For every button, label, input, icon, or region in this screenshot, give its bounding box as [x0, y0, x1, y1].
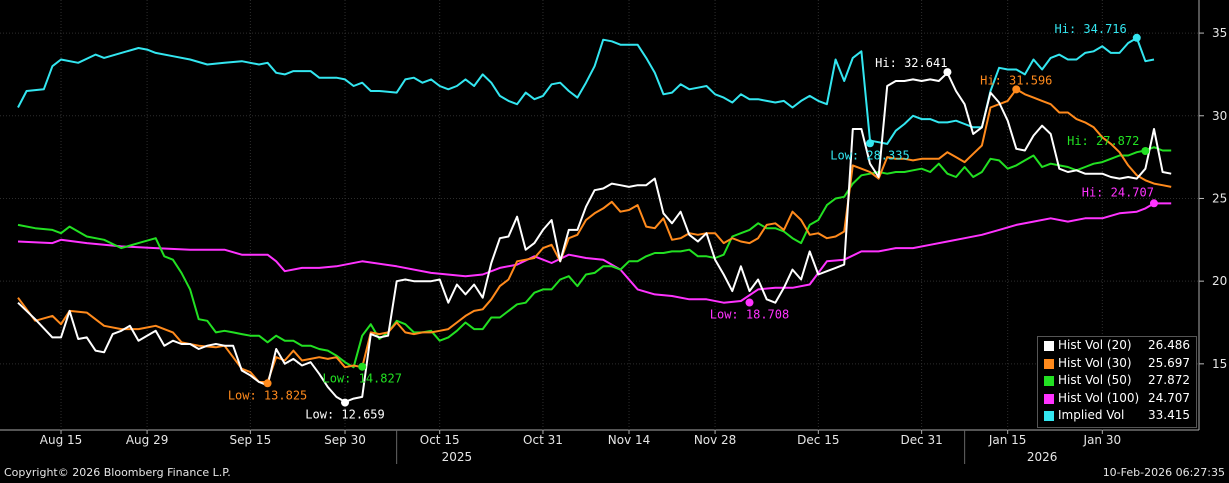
y-tick-label-25: 25 [1212, 191, 1227, 205]
chart-legend: Hist Vol (20) 26.486 Hist Vol (30) 25.69… [1037, 336, 1197, 428]
legend-item-implied-vol[interactable]: Implied Vol 33.415 [1038, 407, 1196, 425]
legend-label: Hist Vol (100) [1058, 390, 1140, 405]
annotation-hi-24-707: Hi: 24.707 [1082, 185, 1154, 199]
legend-item-hist-vol-20[interactable]: Hist Vol (20) 26.486 [1038, 337, 1196, 355]
marker-low-12-659 [341, 398, 350, 407]
legend-item-hist-vol-100[interactable]: Hist Vol (100) 24.707 [1038, 390, 1196, 408]
series-line-hist-vol-30 [17, 88, 1172, 383]
x-tick-label-sep-30: Sep 30 [324, 433, 366, 447]
marker-low-13-825 [263, 379, 272, 388]
x-tick-label-oct-15: Oct 15 [420, 433, 460, 447]
y-tick-label-15: 15 [1212, 357, 1227, 371]
legend-value: 33.415 [1148, 408, 1190, 422]
x-tick-label-aug-29: Aug 29 [126, 433, 169, 447]
annotation-hi-31-596: Hi: 31.596 [980, 73, 1052, 87]
series-line-hist-vol-20 [17, 71, 1172, 403]
legend-swatch [1044, 358, 1054, 369]
annotation-low-13-825: Low: 13.825 [228, 388, 307, 402]
legend-label: Implied Vol [1058, 408, 1125, 422]
annotation-hi-32-641: Hi: 32.641 [875, 56, 947, 70]
annotation-hi-34-716: Hi: 34.716 [1055, 22, 1127, 36]
y-tick-label-35: 35 [1212, 26, 1227, 40]
y-tick-label-30: 30 [1212, 109, 1227, 123]
copyright-text: Copyright© 2026 Bloomberg Finance L.P. [4, 466, 231, 479]
marker-low-18-708 [745, 298, 754, 307]
marker-hi-31-596 [1012, 85, 1021, 94]
x-tick-label-nov-14: Nov 14 [608, 433, 651, 447]
x-tick-label-dec-31: Dec 31 [900, 433, 942, 447]
series-line-hist-vol-50 [17, 146, 1172, 369]
legend-label: Hist Vol (30) [1058, 355, 1132, 370]
annotation-low-28-335: Low: 28.335 [830, 148, 909, 162]
legend-swatch [1044, 341, 1054, 351]
annotation-hi-27-872: Hi: 27.872 [1067, 134, 1139, 148]
marker-hi-27-872 [1141, 146, 1150, 155]
x-tick-label-jan-15: Jan 15 [988, 433, 1027, 447]
x-tick-label-nov-28: Nov 28 [694, 433, 737, 447]
legend-value: 25.697 [1148, 355, 1190, 370]
y-tick-label-20: 20 [1212, 274, 1227, 288]
x-tick-label-sep-15: Sep 15 [230, 433, 272, 447]
x-tick-label-aug-15: Aug 15 [40, 433, 83, 447]
annotation-low-12-659: Low: 12.659 [305, 408, 384, 422]
legend-value: 27.872 [1148, 373, 1190, 387]
legend-swatch [1044, 411, 1054, 421]
annotation-low-18-708: Low: 18.708 [710, 308, 789, 322]
series-line-hist-vol-100 [17, 202, 1172, 304]
year-label-2025: 2025 [442, 450, 473, 464]
marker-hi-34-716 [1132, 33, 1141, 42]
series-line-implied-vol [17, 37, 1155, 145]
annotation-low-14-827: Low: 14.827 [322, 372, 401, 386]
legend-label: Hist Vol (50) [1058, 373, 1132, 387]
legend-item-hist-vol-50[interactable]: Hist Vol (50) 27.872 [1038, 372, 1196, 390]
legend-label: Hist Vol (20) [1058, 338, 1132, 352]
year-label-2026: 2026 [1027, 450, 1058, 464]
legend-swatch [1044, 376, 1054, 386]
marker-hi-32-641 [943, 68, 952, 77]
marker-hi-24-707 [1149, 199, 1158, 208]
timestamp-text: 10-Feb-2026 06:27:35 [1102, 466, 1225, 479]
x-tick-label-oct-31: Oct 31 [523, 433, 563, 447]
x-tick-label-dec-15: Dec 15 [797, 433, 839, 447]
legend-value: 26.486 [1148, 338, 1190, 352]
x-tick-label-jan-30: Jan 30 [1083, 433, 1122, 447]
marker-low-14-827 [358, 362, 367, 371]
marker-low-28-335 [865, 139, 874, 148]
legend-value: 24.707 [1148, 390, 1190, 405]
legend-swatch [1044, 393, 1054, 404]
legend-item-hist-vol-30[interactable]: Hist Vol (30) 25.697 [1038, 355, 1196, 373]
